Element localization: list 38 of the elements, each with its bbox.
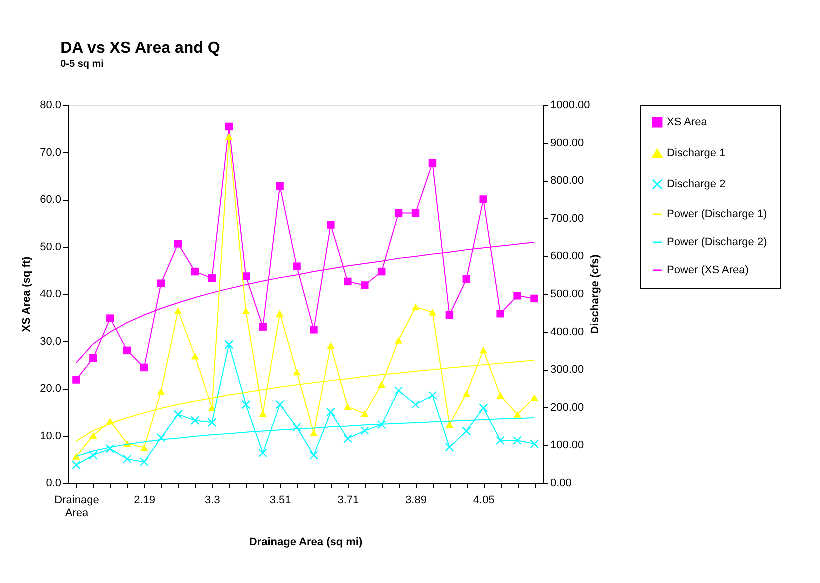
legend-label: Power (Discharge 1) bbox=[667, 208, 768, 220]
chart-title: DA vs XS Area and Q bbox=[60, 40, 220, 57]
y2-tick-label: 400.00 bbox=[550, 326, 584, 338]
y-tick-label: 10.0 bbox=[40, 430, 62, 442]
y2-tick-label: 200.00 bbox=[550, 402, 584, 414]
y2-tick-label: 1000.00 bbox=[550, 100, 590, 112]
y2-tick-label: 600.00 bbox=[550, 250, 584, 263]
x-tick-label: 3.89 bbox=[406, 494, 427, 506]
y2-tick-label: 100.00 bbox=[550, 440, 584, 452]
y-tick-label: 60.0 bbox=[40, 194, 62, 206]
y-tick-label: 30.0 bbox=[40, 336, 62, 348]
y2-tick-label: 300.00 bbox=[550, 364, 584, 376]
legend-label: Power (Discharge 2) bbox=[667, 236, 768, 248]
legend-label: XS Area bbox=[667, 116, 708, 128]
chart-subtitle: 0-5 sq mi bbox=[60, 59, 104, 70]
x-tick-label: 4.05 bbox=[473, 494, 495, 506]
legend-label: Discharge 2 bbox=[667, 178, 726, 190]
y-tick-label: 0.0 bbox=[46, 478, 62, 490]
y2-axis-title: Discharge (cfs) bbox=[589, 254, 602, 334]
y-tick-label: 80.0 bbox=[40, 100, 62, 112]
x-axis-title: Drainage Area (sq mi) bbox=[249, 536, 363, 548]
y-tick-label: 20.0 bbox=[40, 383, 62, 395]
x-tick-label: 2.19 bbox=[134, 494, 156, 506]
x-tick-label: 3.3 bbox=[205, 494, 220, 506]
y2-tick-label: 800.00 bbox=[550, 175, 584, 188]
y2-tick-label: 700.00 bbox=[550, 212, 584, 225]
y2-tick-label: 900.00 bbox=[550, 137, 584, 150]
x-tick-label: Drainage Area bbox=[54, 494, 100, 520]
y2-tick-label: 0.00 bbox=[550, 478, 572, 490]
y-tick-label: 40.0 bbox=[40, 288, 62, 300]
x-tick-label: 3.51 bbox=[270, 494, 292, 506]
y-tick-label: 70.0 bbox=[40, 146, 62, 159]
y2-tick-label: 500.00 bbox=[550, 288, 584, 300]
y-axis-title: XS Area (sq ft) bbox=[21, 256, 34, 332]
x-tick-label: 3.71 bbox=[338, 494, 360, 506]
legend-label: Power (XS Area) bbox=[667, 264, 749, 276]
legend-label: Discharge 1 bbox=[667, 148, 726, 160]
y-tick-label: 50.0 bbox=[40, 241, 62, 254]
